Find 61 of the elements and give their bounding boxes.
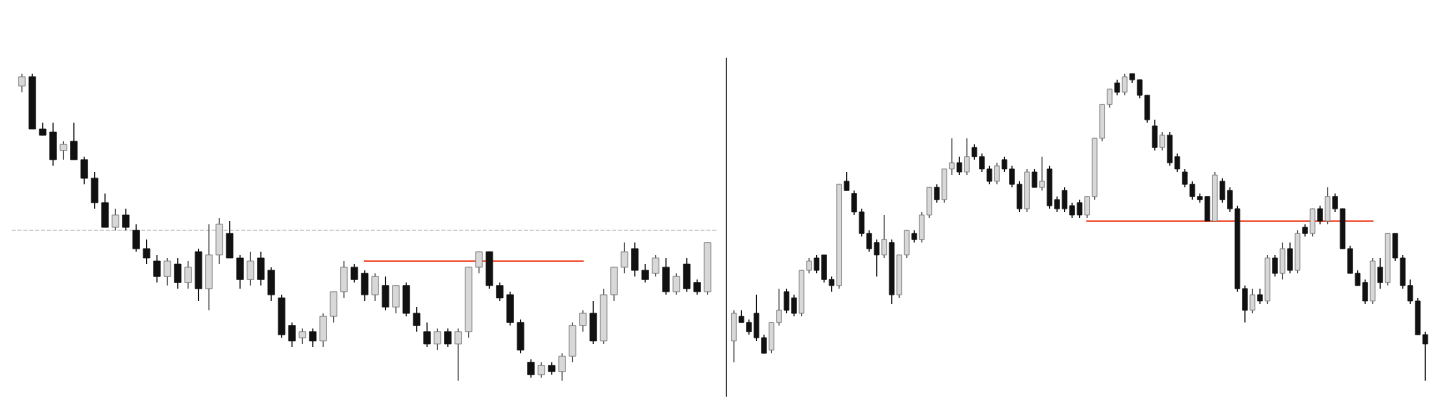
candlestick <box>620 242 629 274</box>
candlestick <box>956 156 963 176</box>
candlestick <box>1377 257 1383 290</box>
candlestick <box>994 162 1000 185</box>
candlestick <box>392 285 400 314</box>
candlestick <box>288 321 296 348</box>
candlestick <box>881 214 887 259</box>
candlestick <box>236 254 244 290</box>
candlestick <box>496 281 504 302</box>
candlestick <box>1272 254 1278 277</box>
candlestick <box>371 272 379 302</box>
candlestick <box>1084 196 1090 219</box>
candlestick <box>579 309 587 333</box>
candlestick <box>641 263 649 284</box>
candlestick <box>1106 88 1113 109</box>
candlestick <box>454 328 462 382</box>
candlestick <box>142 238 151 265</box>
candlestick <box>433 328 442 351</box>
candlestick <box>1039 156 1045 191</box>
candlestick <box>964 137 970 176</box>
candlestick <box>1121 73 1128 96</box>
candlestick <box>631 242 639 277</box>
candlestick <box>1249 288 1256 314</box>
candlestick <box>558 352 566 382</box>
candlestick <box>934 183 940 204</box>
candlestick <box>361 269 369 302</box>
candlestick <box>1219 177 1226 204</box>
candlestick <box>672 272 681 296</box>
candlestick <box>184 260 192 290</box>
candlestick <box>132 223 140 253</box>
candlestick <box>70 122 78 161</box>
candlestick <box>153 254 161 284</box>
candlestick <box>381 275 390 311</box>
candlestick <box>843 171 850 191</box>
candlestick <box>59 140 68 161</box>
candlestick <box>80 156 88 185</box>
candlestick <box>257 251 265 287</box>
candlestick <box>475 251 483 274</box>
candlestick <box>1151 119 1158 152</box>
candlestick <box>423 321 431 348</box>
candlestick <box>1242 285 1248 324</box>
candlestick <box>350 263 359 284</box>
candlestick <box>246 251 255 287</box>
candlestick <box>122 208 130 231</box>
candlestick <box>1076 199 1083 219</box>
candlestick <box>309 328 317 348</box>
candlestick <box>949 137 955 176</box>
candlestick <box>651 254 660 277</box>
candlestick <box>851 189 857 216</box>
candlestick <box>18 73 26 93</box>
candlestick <box>527 358 535 379</box>
candlestick <box>163 257 172 287</box>
candlestick <box>873 238 880 277</box>
candlestick <box>444 328 452 348</box>
candlestick <box>174 257 182 290</box>
candlestick <box>1332 192 1338 213</box>
candlestick <box>1287 242 1293 274</box>
candlestick <box>412 306 421 333</box>
candlestick <box>1159 131 1166 152</box>
candlestick <box>1031 168 1038 188</box>
candlestick <box>1317 205 1323 225</box>
